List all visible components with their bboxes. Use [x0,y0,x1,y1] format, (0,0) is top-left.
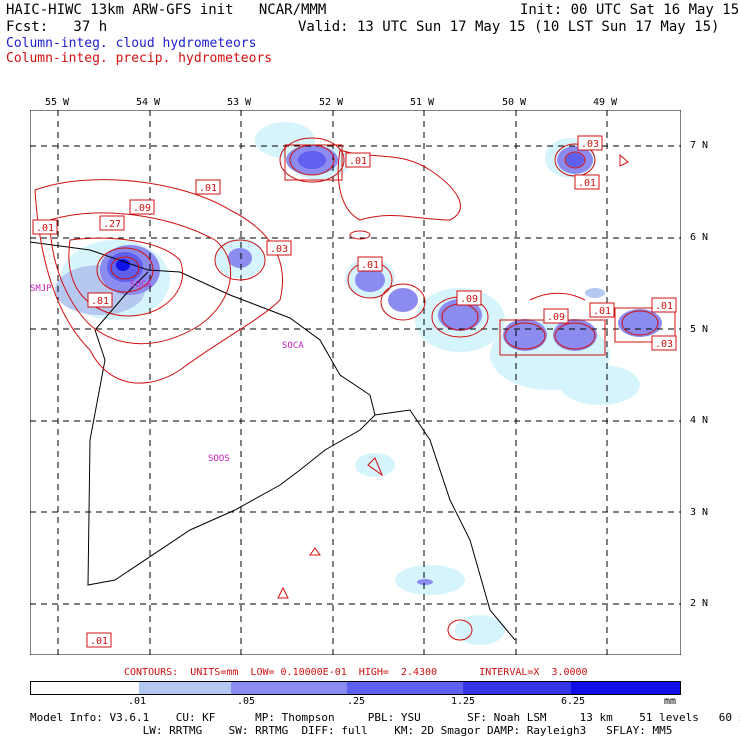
forecast-hour: Fcst: 37 h [6,19,108,35]
colorbar-tick: .25 [347,696,366,707]
contour-label: .01 [361,260,379,271]
colorbar-segment [31,682,139,694]
lat-label: 5 N [690,324,709,335]
lat-label: 2 N [690,598,709,609]
lon-label: 55 W [45,97,70,108]
station-label: SMJP [30,284,52,294]
lon-label: 53 W [227,97,252,108]
contour-label: .01 [199,183,217,194]
lat-label: 4 N [690,415,709,426]
valid-time: Valid: 13 UTC Sun 17 May 15 (10 LST Sun … [298,19,720,35]
colorbar-tick: .05 [237,696,256,707]
contour-label: .09 [547,312,565,323]
colorbar-segment [463,682,571,694]
station-label: SOCA [130,280,152,290]
contour-label: .03 [270,244,288,255]
legend-cloud: Column-integ. cloud hydrometeors [6,36,257,51]
station-label: SOCA [282,341,304,351]
contour-label: .81 [91,296,109,307]
station-label: SOOS [208,454,230,464]
contour-label: .03 [655,339,673,350]
contour-label: .27 [103,219,121,230]
model-info-line1: Model Info: V3.6.1 CU: KF MP: Thompson P… [30,711,740,724]
colorbar-segment [347,682,463,694]
title-line: HAIC-HIWC 13km ARW-GFS init NCAR/MMM [6,2,327,18]
lat-label: 3 N [690,507,709,518]
lon-label: 51 W [410,97,435,108]
lat-label: 6 N [690,232,709,243]
colorbar-tick: .01 [128,696,147,707]
contour-label: .09 [133,203,151,214]
contour-label: .09 [460,294,478,305]
lon-label: 49 W [593,97,618,108]
colorbar-tick: 6.25 [561,696,586,707]
contour-labels: .01 .27 .09 .01 .03 .01 .01 .03 .01 .01 … [32,135,677,648]
legend-precip: Column-integ. precip. hydrometeors [6,51,273,66]
colorbar-segment [139,682,231,694]
station-labels: SMJP SOCA SOOS SOCA [30,280,304,464]
contour-label: .01 [578,178,596,189]
contour-label: .01 [36,223,54,234]
contour-label: .03 [581,139,599,150]
contour-label: .01 [349,156,367,167]
forecast-map: .01 .27 .09 .01 .03 .01 .01 .03 .01 .01 … [30,110,681,655]
colorbar-unit: mm [664,696,677,707]
contour-label: .01 [655,301,673,312]
lon-label: 54 W [136,97,161,108]
lon-label: 52 W [319,97,344,108]
init-time: Init: 00 UTC Sat 16 May 15 [520,2,740,18]
colorbar [30,681,681,695]
colorbar-segment [571,682,680,694]
contour-label: .01 [593,306,611,317]
contour-label: .01 [90,636,108,647]
lat-lon-grid [30,110,681,655]
lon-label: 50 W [502,97,527,108]
model-info-line2: LW: RRTMG SW: RRTMG DIFF: full KM: 2D Sm… [30,724,673,737]
contours-summary: CONTOURS: UNITS=mm LOW= 0.10000E-01 HIGH… [124,667,588,678]
lat-label: 7 N [690,140,709,151]
colorbar-segment [231,682,347,694]
coastline [30,241,516,641]
colorbar-tick: 1.25 [451,696,476,707]
